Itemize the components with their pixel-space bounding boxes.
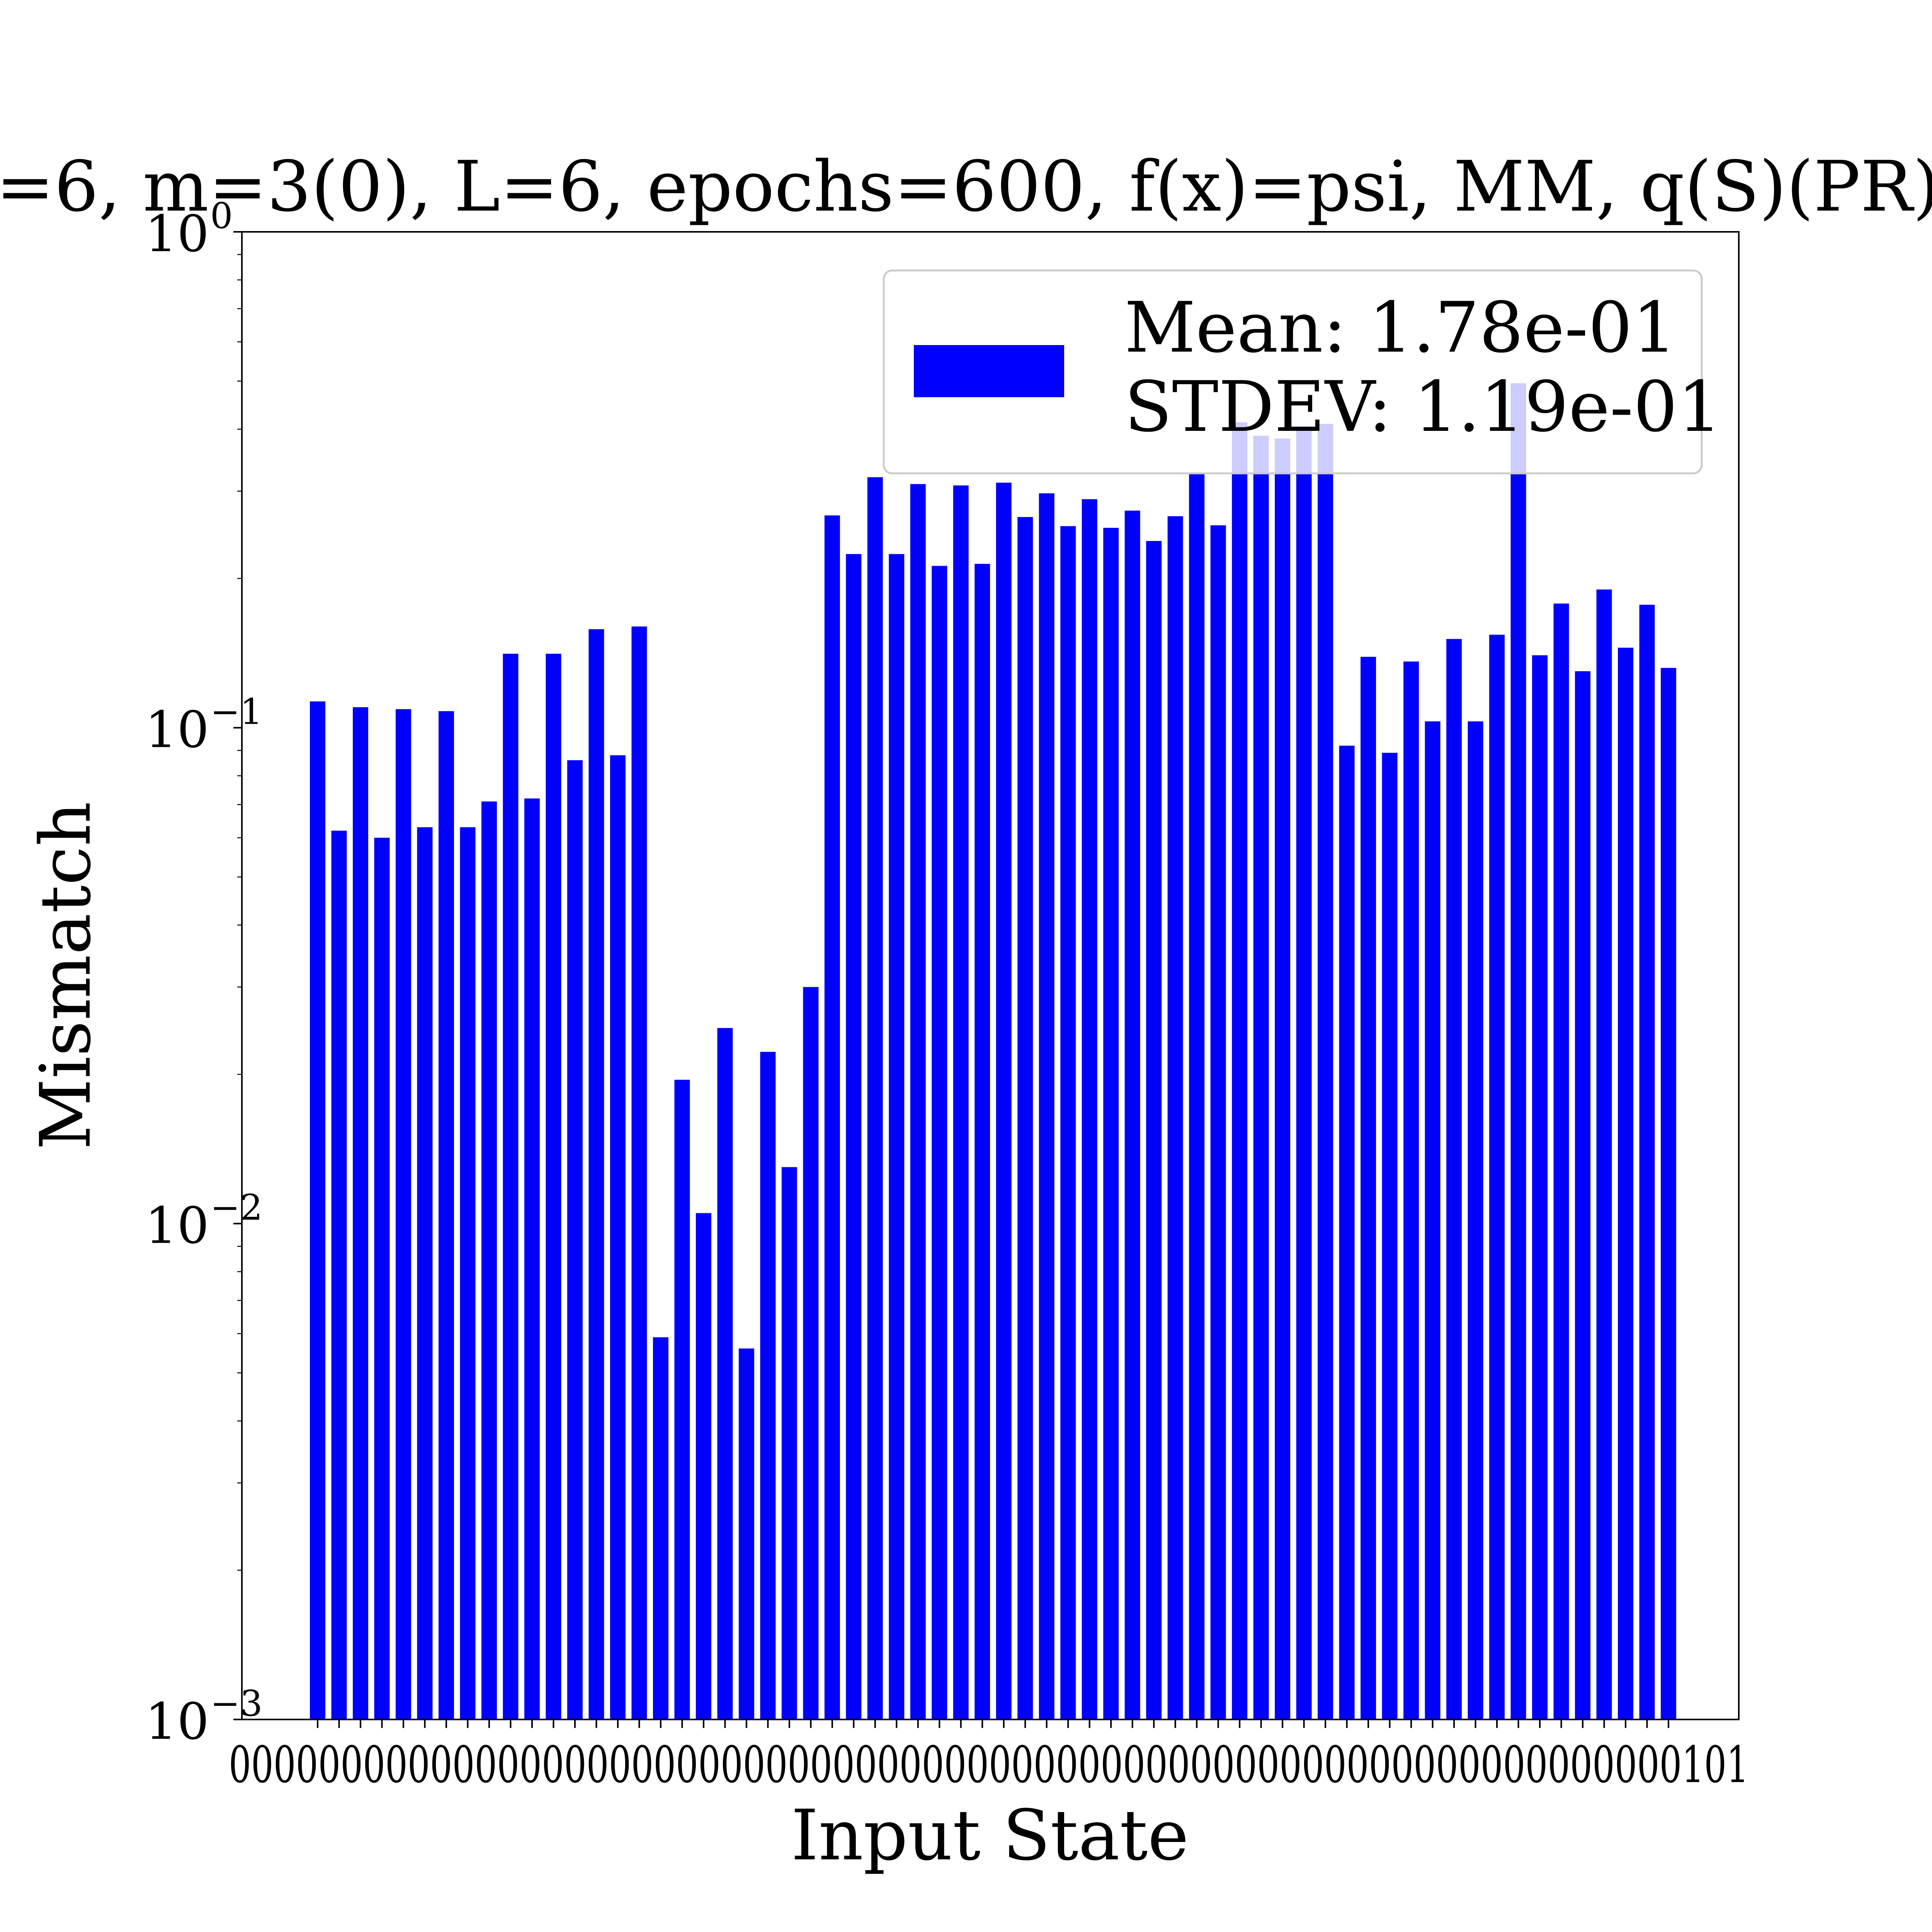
legend-frame (883, 269, 1703, 474)
bar (1210, 525, 1226, 1719)
axis-ticks: 10−310−210−110 00000000000000000000000000… (145, 195, 1749, 1794)
bar (588, 629, 604, 1719)
bar (352, 707, 368, 1719)
bar (1639, 605, 1655, 1719)
bar (1082, 499, 1097, 1719)
bar (481, 801, 497, 1719)
bar (1361, 656, 1376, 1719)
bar (1039, 493, 1054, 1720)
bar (975, 564, 990, 1719)
bar (331, 830, 347, 1719)
bar (1253, 435, 1269, 1720)
legend-swatch (914, 345, 1064, 397)
bar (567, 760, 583, 1719)
bar (460, 827, 476, 1719)
chart-title: =6, m=3(0), L=6, epochs=600, f(x)=psi, M… (0, 146, 1932, 227)
y-tick-exponent: 0 (210, 195, 233, 236)
bar (953, 485, 969, 1720)
bar (1575, 671, 1591, 1720)
bar (610, 755, 626, 1719)
bar (1124, 510, 1140, 1719)
bar (1489, 634, 1505, 1719)
bar (1103, 528, 1119, 1719)
bar (1446, 639, 1462, 1720)
bar (846, 554, 862, 1719)
bar (524, 798, 540, 1719)
bar (1510, 383, 1526, 1720)
bar (717, 1028, 733, 1719)
bar (1146, 541, 1162, 1719)
bar (803, 987, 819, 1719)
bar (781, 1167, 797, 1719)
bar (1403, 661, 1419, 1719)
bar (1275, 438, 1291, 1719)
bar (1318, 423, 1333, 1719)
bar (1425, 721, 1440, 1720)
bar (867, 477, 883, 1719)
bar (696, 1213, 711, 1719)
y-tick-label: 10 (145, 1692, 209, 1751)
bar (374, 838, 390, 1719)
bar (1661, 668, 1676, 1719)
y-tick-exponent: −2 (210, 1187, 263, 1228)
y-tick-label: 10 (145, 204, 209, 263)
bar (1017, 517, 1033, 1720)
bar (1232, 422, 1248, 1720)
bar (1189, 474, 1205, 1720)
bar (932, 566, 947, 1719)
bar (1296, 426, 1312, 1719)
bar (631, 626, 647, 1720)
y-tick-exponent: −1 (210, 691, 263, 732)
x-axis-label: Input State (791, 1795, 1189, 1876)
bar (653, 1337, 668, 1719)
bar (996, 483, 1012, 1720)
bar (738, 1348, 754, 1719)
legend-mean-text: Mean: 1.78e-01 (1124, 287, 1677, 368)
bar (1167, 516, 1183, 1719)
y-axis-label: Mismatch (26, 801, 106, 1150)
bar (760, 1052, 776, 1719)
bar (1060, 526, 1076, 1720)
bar (910, 484, 926, 1719)
y-tick-label: 10 (145, 1196, 209, 1255)
bar (310, 701, 325, 1719)
bar (417, 827, 433, 1719)
bar (1618, 648, 1634, 1719)
bar (1468, 721, 1483, 1720)
bar (1532, 655, 1548, 1719)
bars-layer (310, 383, 1676, 1720)
bar (824, 515, 840, 1719)
bar (546, 653, 561, 1720)
bar (438, 711, 454, 1719)
y-tick-label: 10 (145, 700, 209, 759)
x-tick-labels: 0000000000000000000000000000000000000000… (229, 1735, 1749, 1794)
y-tick-exponent: −3 (210, 1683, 263, 1724)
bar (889, 554, 905, 1719)
bar (395, 709, 411, 1719)
bar (1596, 589, 1612, 1719)
plot-area-frame (241, 231, 1740, 1720)
legend: Mean: 1.78e-01 STDEV: 1.19e-01 (883, 269, 1722, 474)
bar (1382, 753, 1398, 1719)
legend-stdev-text: STDEV: 1.19e-01 (1124, 367, 1722, 447)
bar (503, 653, 519, 1720)
bar (1339, 745, 1355, 1719)
bar (674, 1080, 690, 1719)
bar (1553, 603, 1569, 1719)
